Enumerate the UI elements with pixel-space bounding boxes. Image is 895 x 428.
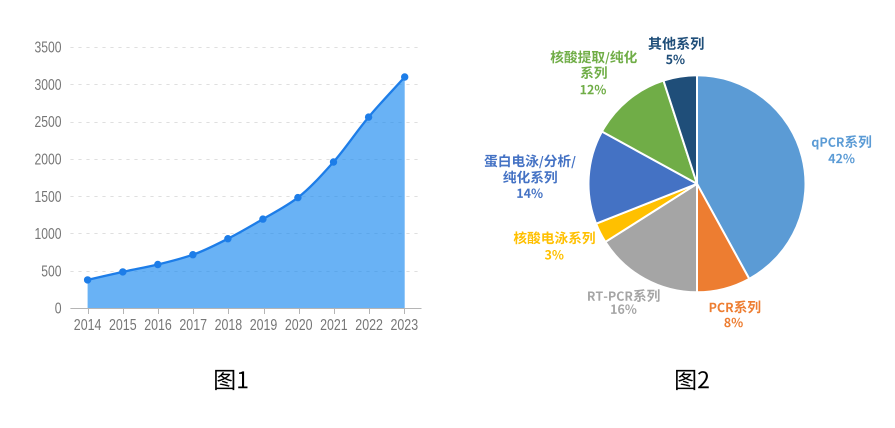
svg-text:2020: 2020 bbox=[285, 317, 313, 334]
svg-text:2500: 2500 bbox=[35, 114, 62, 131]
svg-text:500: 500 bbox=[41, 263, 61, 280]
svg-text:2021: 2021 bbox=[320, 317, 348, 334]
svg-text:1000: 1000 bbox=[35, 226, 62, 243]
svg-text:3000: 3000 bbox=[35, 77, 62, 94]
svg-text:2017: 2017 bbox=[179, 317, 207, 334]
svg-text:2018: 2018 bbox=[215, 317, 243, 334]
svg-text:3500: 3500 bbox=[35, 40, 62, 57]
svg-text:2016: 2016 bbox=[144, 317, 172, 334]
svg-text:2014: 2014 bbox=[74, 317, 102, 334]
svg-text:0: 0 bbox=[55, 301, 62, 318]
svg-text:2000: 2000 bbox=[35, 152, 62, 169]
svg-text:2015: 2015 bbox=[109, 317, 137, 334]
svg-text:1500: 1500 bbox=[35, 189, 62, 206]
svg-text:2019: 2019 bbox=[250, 317, 278, 334]
svg-text:2022: 2022 bbox=[355, 317, 383, 334]
svg-text:2023: 2023 bbox=[391, 317, 419, 334]
